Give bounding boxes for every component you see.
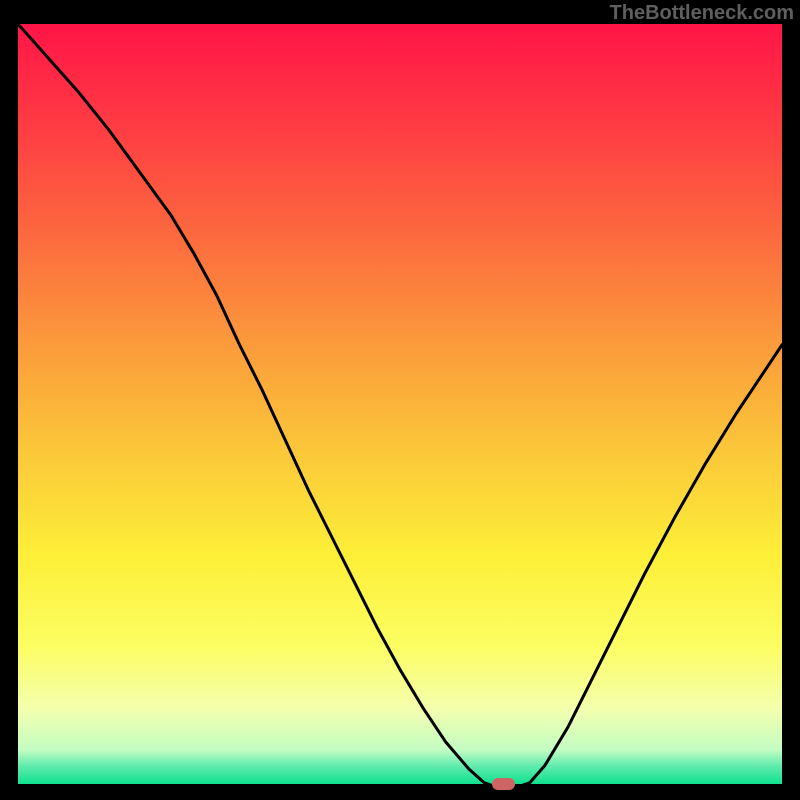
curve-polyline xyxy=(18,24,782,788)
bottleneck-curve xyxy=(18,24,782,788)
plot-area xyxy=(18,24,782,784)
minimum-marker xyxy=(492,778,515,790)
watermark-text: TheBottleneck.com xyxy=(610,2,794,25)
chart-container: TheBottleneck.com xyxy=(0,0,800,800)
